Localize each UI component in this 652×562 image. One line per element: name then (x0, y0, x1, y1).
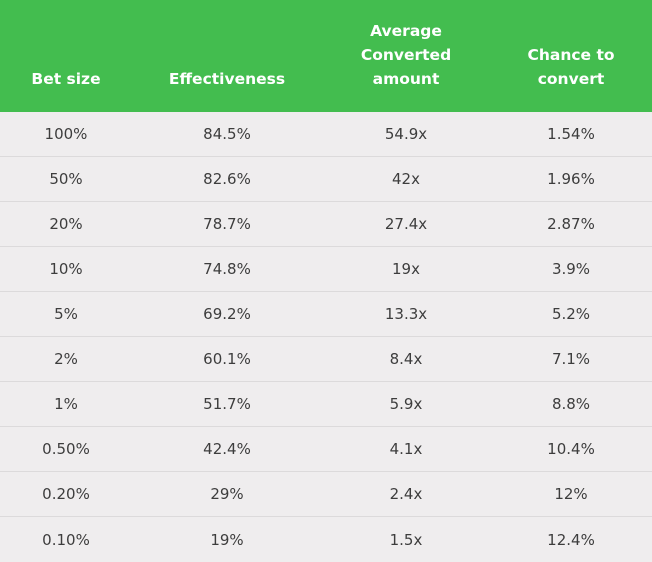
cell-bet-size: 0.10% (42, 530, 90, 549)
cell-chance: 2.87% (547, 215, 595, 233)
cell-bet-size: 100% (44, 125, 88, 143)
header-average-converted-amount: Average Converted amount (360, 22, 452, 88)
cell-average-converted: 13.3x (384, 305, 428, 323)
cell-average-converted: 42x (392, 170, 420, 188)
cell-bet-size: 20% (49, 215, 83, 233)
cell-average-converted: 2.4x (389, 485, 423, 503)
cell-effectiveness: 78.7% (203, 215, 251, 233)
table-row: 100% 84.5% 54.9x 1.54% (0, 112, 652, 157)
cell-chance: 1.54% (547, 125, 595, 143)
cell-average-converted: 5.9x (389, 395, 423, 413)
cell-effectiveness: 42.4% (203, 440, 251, 458)
cell-chance: 12.4% (547, 530, 595, 549)
cell-average-converted: 1.5x (389, 530, 423, 549)
cell-chance: 8.8% (551, 395, 591, 413)
table-row: 0.10% 19% 1.5x 12.4% (0, 517, 652, 562)
cell-chance: 1.96% (547, 170, 595, 188)
header-chance-to-convert: Chance to convert (527, 46, 615, 88)
cell-bet-size: 50% (49, 170, 83, 188)
cell-effectiveness: 60.1% (203, 350, 251, 368)
header-bet-size: Bet size (31, 70, 101, 88)
cell-bet-size: 1% (54, 395, 78, 413)
cell-chance: 12% (554, 485, 588, 503)
cell-average-converted: 54.9x (384, 125, 428, 143)
table-row: 0.20% 29% 2.4x 12% (0, 472, 652, 517)
cell-effectiveness: 29% (210, 485, 244, 503)
table-row: 5% 69.2% 13.3x 5.2% (0, 292, 652, 337)
cell-chance: 7.1% (551, 350, 591, 368)
cell-average-converted: 27.4x (384, 215, 428, 233)
cell-bet-size: 2% (54, 350, 78, 368)
cell-effectiveness: 82.6% (203, 170, 251, 188)
table-row: 1% 51.7% 5.9x 8.8% (0, 382, 652, 427)
cell-effectiveness: 74.8% (203, 260, 251, 278)
table-header: Bet size Effectiveness Average Converted… (0, 0, 652, 112)
cell-bet-size: 5% (54, 305, 78, 323)
cell-chance: 10.4% (547, 440, 595, 458)
table-row: 20% 78.7% 27.4x 2.87% (0, 202, 652, 247)
table-row: 0.50% 42.4% 4.1x 10.4% (0, 427, 652, 472)
cell-effectiveness: 51.7% (203, 395, 251, 413)
table-body: 100% 84.5% 54.9x 1.54% 50% 82.6% 42x 1.9… (0, 112, 652, 562)
cell-average-converted: 19x (392, 260, 420, 278)
cell-average-converted: 8.4x (389, 350, 423, 368)
header-effectiveness: Effectiveness (168, 70, 286, 88)
cell-bet-size: 0.50% (42, 440, 90, 458)
cell-effectiveness: 19% (210, 530, 244, 549)
cell-chance: 5.2% (551, 305, 591, 323)
cell-average-converted: 4.1x (389, 440, 423, 458)
cell-effectiveness: 84.5% (203, 125, 251, 143)
cell-bet-size: 10% (49, 260, 83, 278)
cell-effectiveness: 69.2% (203, 305, 251, 323)
table-row: 2% 60.1% 8.4x 7.1% (0, 337, 652, 382)
table-row: 10% 74.8% 19x 3.9% (0, 247, 652, 292)
cell-bet-size: 0.20% (42, 485, 90, 503)
cell-chance: 3.9% (551, 260, 591, 278)
table-row: 50% 82.6% 42x 1.96% (0, 157, 652, 202)
